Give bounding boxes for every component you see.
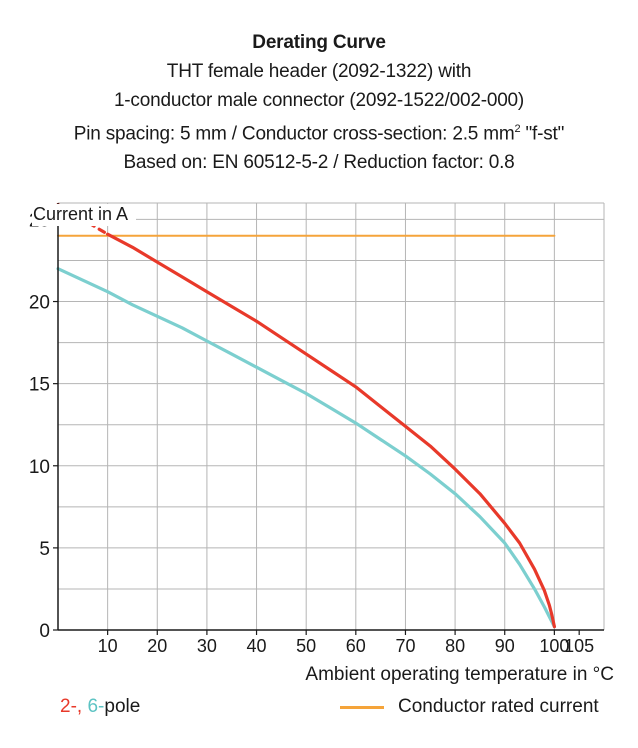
legend-6-pole: 6-: [82, 696, 105, 717]
subtitle-line-3: Pin spacing: 5 mm / Conductor cross-sect…: [0, 115, 638, 148]
legend-rated-current: Conductor rated current: [340, 696, 599, 718]
chart-tick-labels: 1020304050607080901001050510152025: [29, 210, 594, 656]
subtitle-line-3-text: Pin spacing: 5 mm / Conductor cross-sect…: [73, 123, 515, 145]
y-tick-label-15: 15: [29, 375, 50, 396]
subtitle-line-3-suffix: "f-st": [520, 123, 565, 145]
series-2-pole: [105, 232, 557, 629]
subtitle-line-4: Based on: EN 60512-5-2 / Reduction facto…: [123, 152, 515, 174]
y-tick-label-10: 10: [29, 457, 50, 478]
legend-2-pole: 2-,: [60, 696, 83, 717]
legend-pole-label: pole: [104, 696, 141, 717]
x-tick-label-40: 40: [247, 636, 267, 656]
x-tick-label-30: 30: [197, 636, 217, 656]
chart-axes: [53, 203, 604, 635]
x-tick-label-105: 105: [564, 636, 594, 656]
x-axis-label: Ambient operating temperature in °C: [305, 664, 614, 685]
y-tick-label-0: 0: [39, 621, 50, 642]
legend-rated-swatch: [340, 705, 384, 709]
subtitle-line-1: THT female header (2092-1322) with: [166, 61, 472, 82]
subtitle-line-3-superscript: 2: [514, 123, 521, 135]
x-tick-label-80: 80: [445, 636, 465, 656]
x-tick-label-10: 10: [98, 636, 118, 656]
x-tick-label-60: 60: [346, 636, 366, 656]
chart-title: Derating Curve: [252, 32, 386, 53]
x-tick-label-100: 100: [539, 636, 569, 656]
x-tick-label-50: 50: [296, 636, 316, 656]
chart-series: [56, 203, 557, 629]
x-tick-label-90: 90: [495, 636, 515, 656]
subtitle-line-2: 1-conductor male connector (2092-1522/00…: [113, 90, 525, 111]
legend-pole: 2-, 6-pole: [60, 696, 140, 718]
legend-rated-label: Conductor rated current: [398, 696, 599, 717]
ylabel-background: [32, 204, 136, 226]
y-tick-label-20: 20: [29, 293, 50, 314]
chart-titles: Derating Curve THT female header (2092-1…: [0, 28, 638, 177]
series-6-pole: [56, 267, 557, 629]
y-axis-label: Current in A: [33, 204, 128, 224]
x-tick-label-70: 70: [395, 636, 415, 656]
derating-chart: 1020304050607080901001050510152025 Curre…: [29, 202, 614, 685]
x-tick-label-20: 20: [147, 636, 167, 656]
y-tick-label-5: 5: [39, 539, 50, 560]
chart-grid: [58, 202, 605, 630]
